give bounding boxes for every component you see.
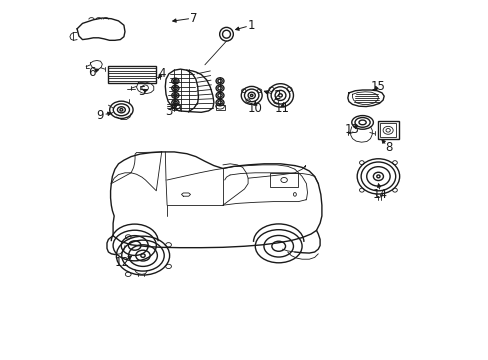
Text: 15: 15 <box>369 80 385 93</box>
Text: 3: 3 <box>165 105 172 118</box>
Text: 14: 14 <box>372 188 387 201</box>
Text: 10: 10 <box>247 102 262 114</box>
Text: 8: 8 <box>384 141 391 154</box>
Text: 1: 1 <box>247 19 255 32</box>
Bar <box>269 173 298 187</box>
Bar <box>171 105 180 110</box>
Text: 6: 6 <box>87 66 95 78</box>
Bar <box>107 66 156 83</box>
Text: 13: 13 <box>345 123 359 136</box>
Text: 5: 5 <box>138 85 145 98</box>
Bar <box>377 121 398 139</box>
Text: 4: 4 <box>158 67 165 80</box>
Bar <box>215 105 224 110</box>
Text: 2: 2 <box>273 89 280 102</box>
Text: 9: 9 <box>97 109 104 122</box>
Bar <box>379 123 396 137</box>
Text: 11: 11 <box>274 102 289 114</box>
Text: 12: 12 <box>114 256 129 269</box>
Text: 7: 7 <box>190 12 198 24</box>
